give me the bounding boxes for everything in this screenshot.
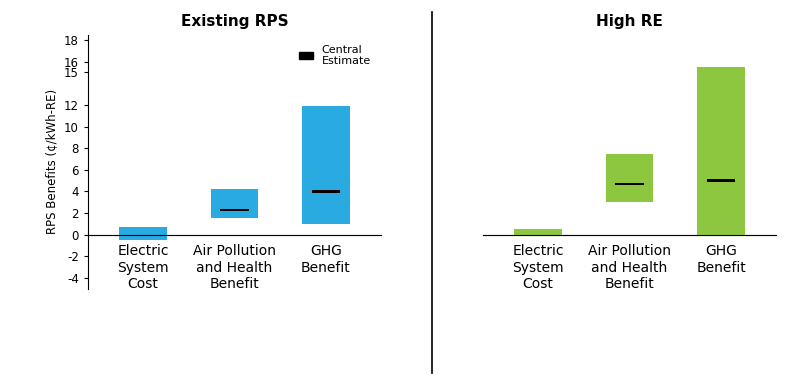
Title: High RE: High RE bbox=[596, 14, 663, 29]
Bar bbox=[119, 227, 166, 240]
Bar bbox=[220, 209, 249, 211]
Legend: Central
Estimate: Central Estimate bbox=[295, 40, 375, 71]
Title: Existing RPS: Existing RPS bbox=[181, 14, 288, 29]
Bar bbox=[210, 189, 258, 218]
Bar bbox=[514, 229, 562, 235]
Bar bbox=[698, 67, 745, 235]
Bar bbox=[707, 179, 735, 182]
Bar bbox=[312, 190, 340, 192]
Y-axis label: RPS Benefits (¢/kWh-RE): RPS Benefits (¢/kWh-RE) bbox=[46, 89, 58, 234]
Bar bbox=[606, 154, 654, 202]
Bar bbox=[302, 106, 350, 224]
Bar bbox=[615, 182, 644, 185]
